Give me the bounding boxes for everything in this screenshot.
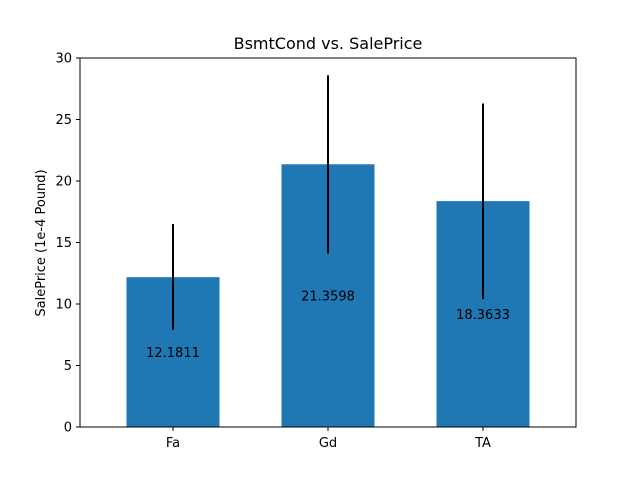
value-label-fa: 12.1811: [146, 346, 200, 361]
y-tick-label-30: 30: [55, 52, 72, 67]
x-tick-label-fa: Fa: [166, 436, 180, 451]
chart-title: BsmtCond vs. SalePrice: [234, 34, 423, 53]
y-tick-label-0: 0: [64, 421, 72, 436]
x-axis: Fa Gd TA: [166, 427, 491, 451]
value-label-group: 12.1811 21.3598 18.3633: [146, 290, 510, 361]
error-bar-group: [172, 75, 484, 330]
plot-frame: [79, 57, 577, 428]
value-label-gd: 21.3598: [301, 290, 355, 305]
y-axis: 0 5 10 15 20 25 30: [55, 52, 80, 436]
y-tick-label-25: 25: [55, 113, 72, 128]
y-tick-label-15: 15: [55, 236, 72, 251]
y-tick-label-5: 5: [64, 359, 72, 374]
x-tick-label-gd: Gd: [319, 436, 337, 451]
y-axis-label: SalePrice (1e-4 Pound): [34, 169, 49, 316]
value-label-ta: 18.3633: [456, 308, 510, 323]
y-tick-label-20: 20: [55, 175, 72, 190]
x-tick-label-ta: TA: [474, 436, 491, 451]
y-tick-label-10: 10: [55, 298, 72, 313]
